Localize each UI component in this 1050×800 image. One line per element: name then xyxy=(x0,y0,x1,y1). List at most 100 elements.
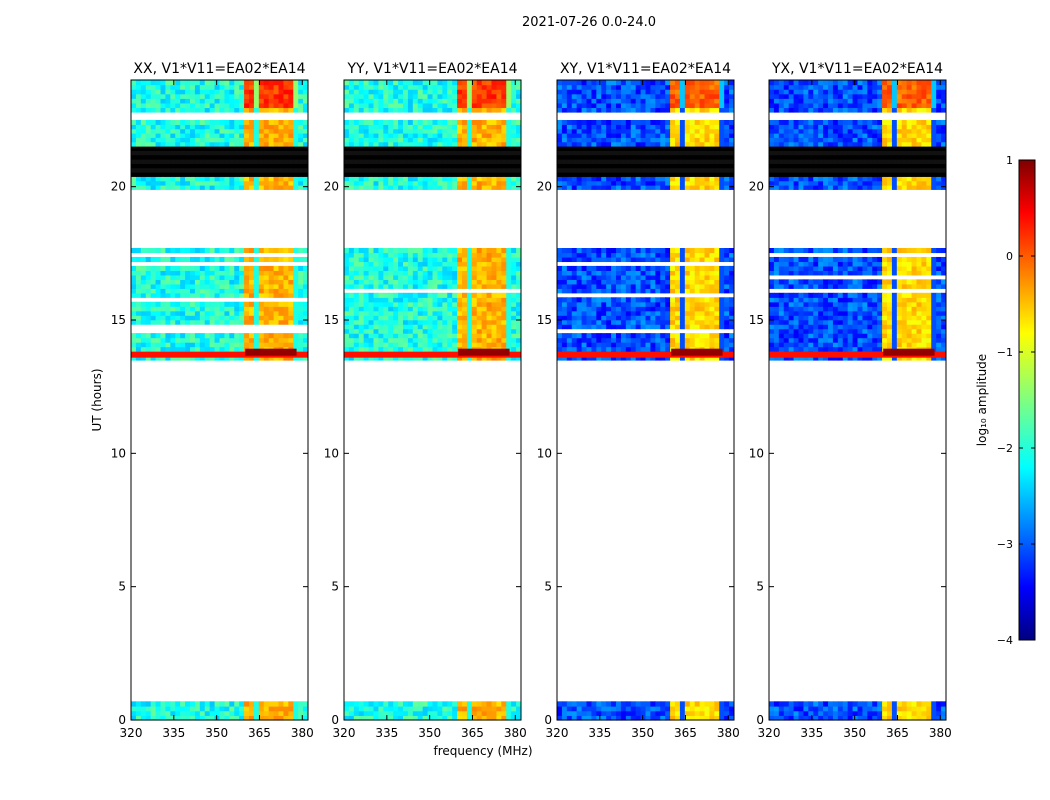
heatmap-cell xyxy=(239,265,245,271)
heatmap-cell xyxy=(368,306,374,312)
heatmap-cell xyxy=(596,137,602,143)
heatmap-cell xyxy=(452,355,458,361)
heatmap-cell xyxy=(704,710,710,716)
heatmap-cell xyxy=(175,333,181,339)
heatmap-cell xyxy=(625,297,632,303)
heatmap-cell xyxy=(719,137,725,143)
heatmap-cell xyxy=(412,355,419,361)
heatmap-cell xyxy=(432,176,438,182)
heatmap-cell xyxy=(679,248,686,254)
heatmap-cell xyxy=(557,141,563,147)
heatmap-cell xyxy=(442,176,448,182)
heatmap-cell xyxy=(699,256,705,263)
heatmap-cell xyxy=(268,133,275,138)
heatmap-cell xyxy=(561,701,568,707)
heatmap-cell xyxy=(170,185,176,190)
heatmap-cell xyxy=(704,283,710,289)
heatmap-cell xyxy=(645,346,651,352)
heatmap-cell xyxy=(501,128,507,134)
heatmap-cell xyxy=(239,310,245,316)
heatmap-cell xyxy=(557,346,563,352)
heatmap-cell xyxy=(219,265,225,271)
heatmap-cell xyxy=(288,342,294,348)
heatmap-cell xyxy=(457,310,463,316)
heatmap-cell xyxy=(219,283,225,289)
heatmap-cell xyxy=(437,84,443,90)
heatmap-cell xyxy=(283,102,289,109)
heatmap-cell xyxy=(298,150,304,156)
heatmap-cell xyxy=(432,80,438,86)
heatmap-cell xyxy=(427,324,433,330)
heatmap-cell xyxy=(131,120,137,125)
heatmap-cell xyxy=(462,315,468,321)
heatmap-cell xyxy=(616,274,622,280)
heatmap-cell xyxy=(229,107,235,113)
heatmap-cell xyxy=(239,283,245,289)
heatmap-cell xyxy=(501,328,507,334)
heatmap-cell xyxy=(219,120,225,125)
heatmap-cell xyxy=(140,89,147,95)
heatmap-cell xyxy=(209,128,216,134)
heatmap-cell xyxy=(249,80,255,86)
heatmap-cell xyxy=(665,333,671,339)
heatmap-cell xyxy=(224,176,230,182)
heatmap-cell xyxy=(199,346,206,352)
heatmap-cell xyxy=(199,89,206,95)
heatmap-cell xyxy=(586,167,592,173)
heatmap-cell xyxy=(675,283,681,289)
heatmap-cell xyxy=(566,310,573,316)
heatmap-cell xyxy=(417,107,424,113)
heatmap-cell xyxy=(689,185,696,190)
heatmap-cell xyxy=(486,163,492,169)
heatmap-cell xyxy=(571,346,578,352)
heatmap-cell xyxy=(383,306,389,312)
heatmap-cell xyxy=(393,124,399,130)
bright-row xyxy=(344,351,521,358)
heatmap-cell xyxy=(616,324,622,330)
heatmap-cell xyxy=(263,163,270,169)
heatmap-cell xyxy=(165,310,171,316)
heatmap-cell xyxy=(501,133,507,138)
heatmap-cell xyxy=(209,710,216,716)
heatmap-cell xyxy=(606,346,612,352)
heatmap-cell xyxy=(358,346,365,352)
heatmap-cell xyxy=(427,176,433,182)
heatmap-cell xyxy=(557,333,563,339)
heatmap-cell xyxy=(501,256,507,263)
heatmap-cell xyxy=(486,265,492,271)
heatmap-cell xyxy=(645,265,651,271)
heatmap-cell xyxy=(263,248,270,254)
heatmap-cell xyxy=(581,274,587,280)
heatmap-cell xyxy=(224,710,230,716)
heatmap-cell xyxy=(471,710,478,716)
heatmap-cell xyxy=(209,337,216,343)
heatmap-cell xyxy=(586,137,592,143)
heatmap-cell xyxy=(486,270,492,276)
heatmap-cell xyxy=(679,715,686,721)
heatmap-cell xyxy=(253,301,260,307)
heatmap-cell xyxy=(199,137,206,143)
heatmap-cell xyxy=(283,141,289,147)
heatmap-cell xyxy=(714,150,720,156)
heatmap-cell xyxy=(278,319,284,325)
heatmap-cell xyxy=(452,150,458,156)
heatmap-cell xyxy=(611,172,617,177)
heatmap-cell xyxy=(378,710,384,716)
heatmap-cell xyxy=(185,279,191,285)
heatmap-cell xyxy=(442,706,448,712)
heatmap-cell xyxy=(303,283,309,289)
heatmap-cell xyxy=(253,279,260,285)
heatmap-cell xyxy=(566,715,573,721)
heatmap-cell xyxy=(224,80,230,86)
heatmap-cell xyxy=(131,310,137,316)
heatmap-cell xyxy=(630,333,637,339)
heatmap-cell xyxy=(557,146,563,151)
heatmap-cell xyxy=(353,315,360,321)
heatmap-cell xyxy=(283,128,289,134)
heatmap-cell xyxy=(704,163,710,169)
heatmap-cell xyxy=(219,124,225,130)
heatmap-cell xyxy=(616,176,622,182)
heatmap-cell xyxy=(496,265,502,271)
heatmap-cell xyxy=(699,315,705,321)
heatmap-cell xyxy=(403,180,409,186)
